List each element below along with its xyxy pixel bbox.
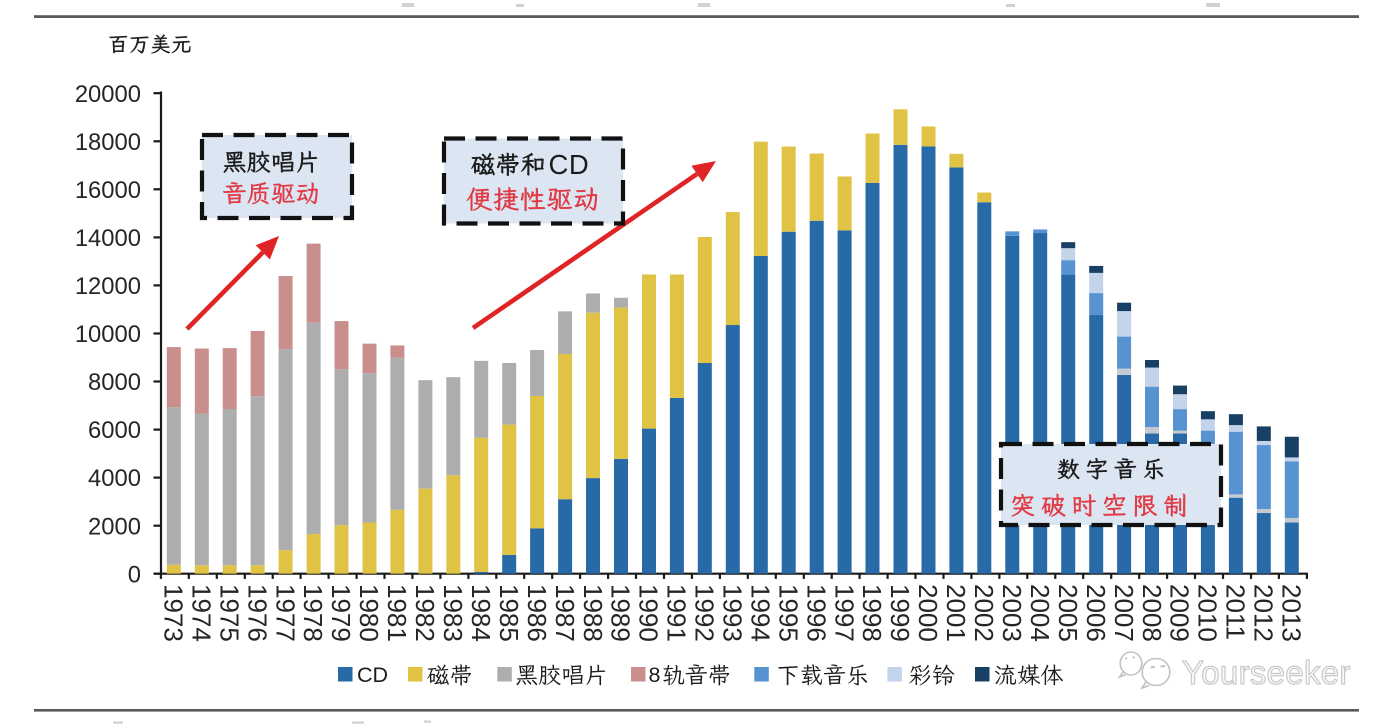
svg-text:2012: 2012 <box>1249 584 1279 642</box>
svg-text:2006: 2006 <box>1081 584 1111 642</box>
svg-text:8: 8 <box>649 663 661 687</box>
svg-text:2000: 2000 <box>88 513 141 540</box>
svg-text:1998: 1998 <box>857 584 887 642</box>
svg-text:2004: 2004 <box>1025 584 1055 642</box>
svg-text:1981: 1981 <box>382 584 412 642</box>
svg-text:1976: 1976 <box>242 584 272 642</box>
svg-text:1990: 1990 <box>634 584 664 642</box>
svg-text:1988: 1988 <box>578 584 608 642</box>
svg-text:1989: 1989 <box>606 584 636 642</box>
svg-text:1980: 1980 <box>354 584 384 642</box>
svg-text:14000: 14000 <box>75 225 141 252</box>
svg-text:8000: 8000 <box>88 369 141 396</box>
svg-text:4000: 4000 <box>88 465 141 492</box>
svg-text:16000: 16000 <box>75 177 141 204</box>
svg-text:1974: 1974 <box>186 584 216 642</box>
svg-text:1986: 1986 <box>522 584 552 642</box>
svg-text:1999: 1999 <box>885 584 915 642</box>
svg-text:2009: 2009 <box>1165 584 1195 642</box>
svg-text:1994: 1994 <box>746 584 776 642</box>
svg-text:12000: 12000 <box>75 273 141 300</box>
svg-text:CD: CD <box>357 663 388 687</box>
svg-text:1993: 1993 <box>718 584 748 642</box>
svg-text:2007: 2007 <box>1109 584 1139 642</box>
svg-text:1984: 1984 <box>466 584 496 642</box>
svg-text:1978: 1978 <box>298 584 328 642</box>
svg-text:2001: 2001 <box>941 584 971 642</box>
svg-text:2008: 2008 <box>1137 584 1167 642</box>
svg-text:2003: 2003 <box>997 584 1027 642</box>
svg-text:1996: 1996 <box>801 584 831 642</box>
svg-text:20000: 20000 <box>75 81 141 108</box>
svg-text:2002: 2002 <box>969 584 999 642</box>
svg-text:1992: 1992 <box>690 584 720 642</box>
svg-text:1982: 1982 <box>410 584 440 642</box>
svg-text:1973: 1973 <box>159 584 189 642</box>
svg-text:Yourseeker: Yourseeker <box>1182 654 1351 691</box>
svg-text:2000: 2000 <box>913 584 943 642</box>
svg-text:CD: CD <box>549 149 590 180</box>
svg-text:1997: 1997 <box>829 584 859 642</box>
svg-text:1975: 1975 <box>214 584 244 642</box>
svg-text:2005: 2005 <box>1053 584 1083 642</box>
svg-text:1983: 1983 <box>438 584 468 642</box>
svg-text:0: 0 <box>128 561 141 588</box>
svg-text:1995: 1995 <box>773 584 803 642</box>
svg-text:1977: 1977 <box>270 584 300 642</box>
svg-text:18000: 18000 <box>75 129 141 156</box>
svg-text:1985: 1985 <box>494 584 524 642</box>
svg-text:10000: 10000 <box>75 321 141 348</box>
svg-text:1987: 1987 <box>550 584 580 642</box>
svg-text:1979: 1979 <box>326 584 356 642</box>
svg-text:2011: 2011 <box>1221 584 1251 640</box>
svg-text:2010: 2010 <box>1193 584 1223 642</box>
svg-text:1991: 1991 <box>662 584 692 642</box>
svg-text:6000: 6000 <box>88 417 141 444</box>
svg-text:2013: 2013 <box>1277 584 1307 642</box>
